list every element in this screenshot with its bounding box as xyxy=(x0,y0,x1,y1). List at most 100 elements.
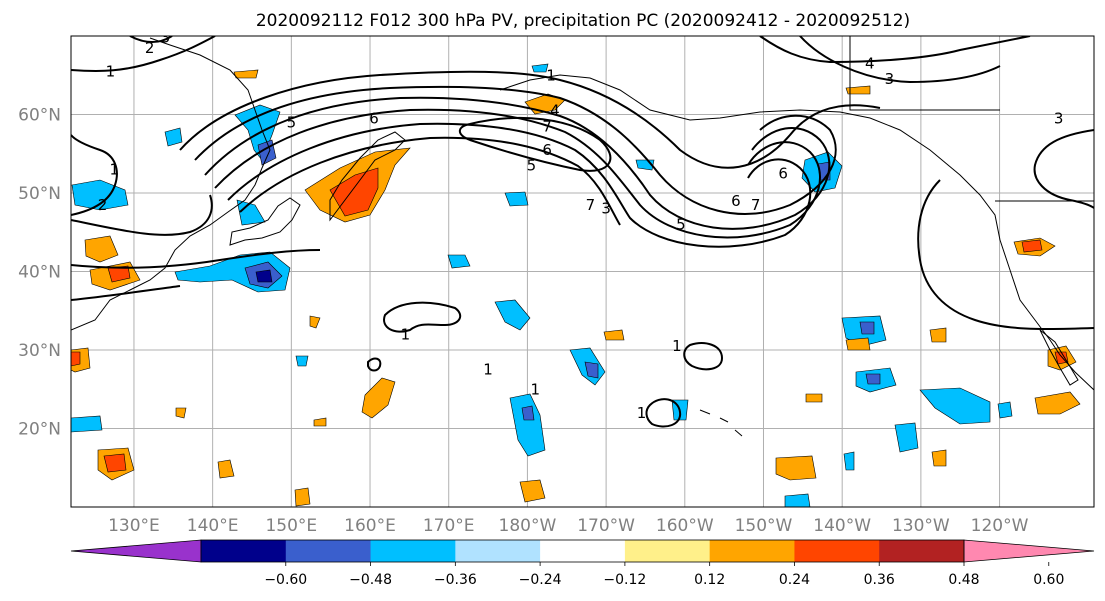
colorbar-tick-label: −0.48 xyxy=(349,572,392,588)
latitude-axis: 60°N 50°N 40°N 30°N 20°N xyxy=(18,106,61,440)
colorbar: −0.60 −0.48 −0.36 −0.24 −0.12 0.12 0.24 0.36 0.4… xyxy=(70,539,1095,588)
contour-label: 1 xyxy=(110,160,120,178)
contour-label: 3 xyxy=(1054,109,1064,127)
precip-anomaly-negative xyxy=(164,127,183,147)
longitude-axis: 130°E 140°E 150°E 160°E 170°E 180°W 170°W 160°W… xyxy=(108,516,1029,536)
colorbar-segment xyxy=(370,540,456,562)
contour-label: 1 xyxy=(106,62,116,80)
coastline-north-america xyxy=(999,239,1094,391)
lon-tick-label: 120°W xyxy=(971,516,1029,536)
contour-label: 3 xyxy=(885,70,895,88)
precip-anomaly-positive xyxy=(313,417,327,427)
contour-label: 6 xyxy=(731,192,741,210)
coastline-alaska xyxy=(499,74,1001,241)
pv-contour xyxy=(239,136,621,226)
contour-label: 1 xyxy=(546,66,556,84)
precip-anomaly-negative xyxy=(919,387,991,425)
contour-label: 5 xyxy=(287,113,297,131)
contour-label: 4 xyxy=(865,54,875,72)
colorbar-segment xyxy=(794,540,880,562)
precip-anomaly-positive xyxy=(929,327,947,343)
lon-tick-label: 130°W xyxy=(892,516,950,536)
colorbar-extend-high xyxy=(963,539,1095,563)
precip-anomaly-positive xyxy=(309,315,321,329)
lon-tick-label: 140°W xyxy=(813,516,871,536)
pv-contour xyxy=(194,85,837,215)
colorbar-tick-label: 0.36 xyxy=(864,572,895,588)
contour-label: 6 xyxy=(369,109,379,127)
contour-label: 5 xyxy=(527,157,537,175)
coastline-kamchatka xyxy=(329,131,406,222)
lat-tick-label: 40°N xyxy=(18,263,61,283)
precip-anomaly-negative xyxy=(894,422,919,453)
precip-anomaly-negative xyxy=(843,451,855,471)
lon-tick-label: 170°E xyxy=(423,516,475,536)
precip-anomaly-negative xyxy=(504,191,529,207)
precip-anomaly-negative xyxy=(997,401,1013,419)
figure-title: 2020092112 F012 300 hPa PV, precipitatio… xyxy=(256,11,910,31)
lat-tick-label: 20°N xyxy=(18,420,61,440)
precip-anomaly-negative xyxy=(584,361,599,379)
colorbar-tick-label: 0.48 xyxy=(948,572,979,588)
pv-contour xyxy=(129,36,173,43)
pv-contour xyxy=(71,36,216,72)
border-alaska xyxy=(849,36,1000,111)
pv-contours xyxy=(71,36,1094,428)
lon-tick-label: 130°E xyxy=(108,516,160,536)
lat-tick-label: 60°N xyxy=(18,106,61,126)
contour-label: 1 xyxy=(531,380,541,398)
precip-anomaly-positive xyxy=(294,487,311,507)
contour-label: 7 xyxy=(751,196,761,214)
lat-tick-label: 30°N xyxy=(18,341,61,361)
pv-contour xyxy=(71,134,118,216)
precip-anomaly-negative xyxy=(521,405,535,421)
pv-contour xyxy=(367,357,382,372)
contour-label: 5 xyxy=(676,215,686,233)
colorbar-segment xyxy=(879,540,965,562)
pv-contour xyxy=(71,194,213,236)
contour-label: 1 xyxy=(672,337,682,355)
map-frame xyxy=(70,35,1095,508)
precip-anomaly-negative xyxy=(865,373,881,385)
contour-label: 6 xyxy=(542,141,552,159)
pv-contour xyxy=(759,36,1031,64)
contour-label: 1 xyxy=(637,404,647,422)
colorbar-tick-label: −0.12 xyxy=(603,572,646,588)
contour-label: 3 xyxy=(601,200,611,218)
colorbar-tick-label: −0.24 xyxy=(519,572,562,588)
precip-anomaly-negative xyxy=(71,415,103,433)
precip-anomaly-positive xyxy=(775,455,817,481)
colorbar-tick-label: 0.60 xyxy=(1033,572,1064,588)
lon-tick-label: 150°E xyxy=(265,516,317,536)
pv-contour xyxy=(383,301,462,333)
precip-anomaly-positive xyxy=(845,337,871,351)
pv-contour xyxy=(458,116,612,172)
pv-contour xyxy=(683,342,724,371)
contour-label: 7 xyxy=(586,196,596,214)
lon-tick-label: 170°W xyxy=(577,516,635,536)
contour-label: 2 xyxy=(145,39,155,57)
pv-contour xyxy=(204,96,831,230)
colorbar-tick-label: 0.24 xyxy=(779,572,810,588)
contour-label: 3 xyxy=(161,29,171,47)
pv-contour xyxy=(214,108,821,239)
precip-anomaly-negative xyxy=(784,493,811,507)
pv-contour xyxy=(179,70,881,169)
precip-anomaly-positive xyxy=(361,377,396,419)
coastline-japan xyxy=(229,197,301,246)
precip-anomaly-positive xyxy=(805,393,823,403)
pv-contour xyxy=(1033,129,1094,209)
precip-anomaly-positive xyxy=(1034,391,1081,415)
colorbar-segment xyxy=(624,540,711,562)
colorbar-segment xyxy=(285,540,372,562)
precip-anomaly-positive xyxy=(603,329,625,341)
precip-anomaly-positive xyxy=(845,85,871,95)
lon-tick-label: 150°W xyxy=(735,516,793,536)
pv-contour xyxy=(71,285,181,301)
precip-anomaly-negative xyxy=(509,393,546,457)
precip-anomaly-negative xyxy=(447,254,471,269)
colorbar-tick-label: −0.36 xyxy=(434,572,477,588)
